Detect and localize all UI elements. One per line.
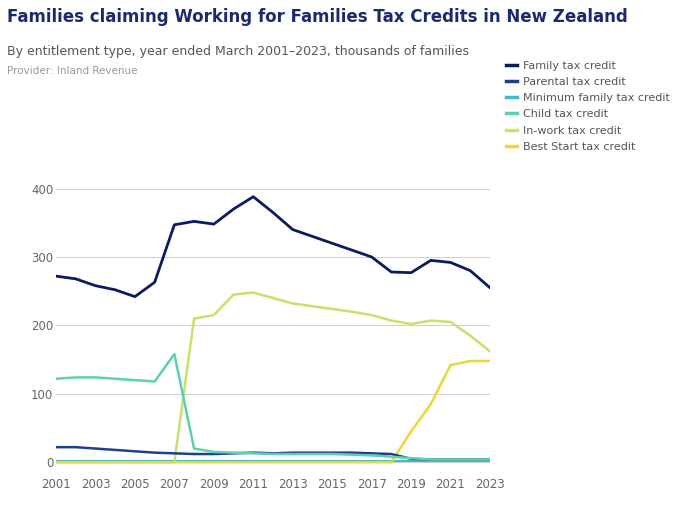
Text: Families claiming Working for Families Tax Credits in New Zealand: Families claiming Working for Families T… — [7, 8, 628, 26]
Text: Provider: Inland Revenue: Provider: Inland Revenue — [7, 66, 137, 76]
Legend: Family tax credit, Parental tax credit, Minimum family tax credit, Child tax cre: Family tax credit, Parental tax credit, … — [506, 61, 670, 152]
Text: figure.nz: figure.nz — [573, 22, 657, 39]
Text: By entitlement type, year ended March 2001–2023, thousands of families: By entitlement type, year ended March 20… — [7, 45, 469, 58]
